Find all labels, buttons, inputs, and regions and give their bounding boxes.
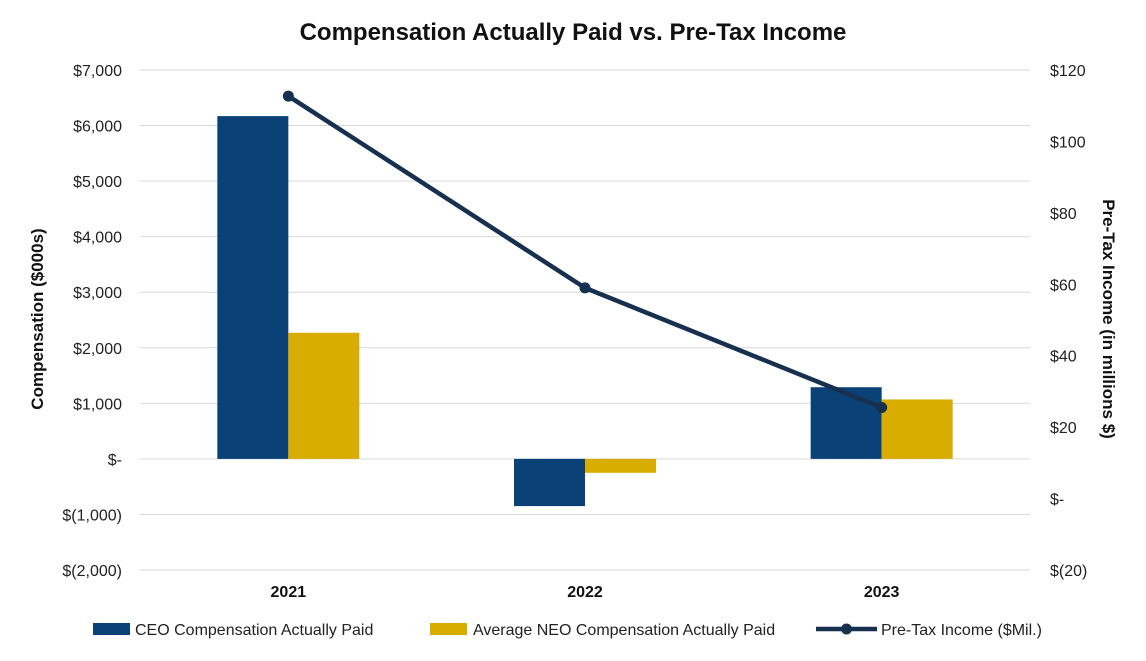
left-axis-ticks: $7,000 $6,000 $5,000 $4,000 $3,000 $2,000 $1,0…	[62, 63, 122, 580]
legend-label-pretax: Pre-Tax Income ($Mil.)	[881, 622, 1042, 639]
right-tick-label: $40	[1050, 349, 1077, 366]
left-tick-label: $4,000	[73, 230, 122, 247]
category-label: 2021	[271, 584, 307, 601]
right-tick-label: $80	[1050, 206, 1077, 223]
left-tick-label: $(2,000)	[62, 563, 122, 580]
right-axis-ticks: $120 $100 $80 $60 $40 $20 $- $(20)	[1050, 63, 1087, 580]
pretax-income-point	[876, 402, 888, 413]
left-tick-label: $2,000	[73, 341, 122, 358]
pretax-income-line	[287, 94, 883, 410]
left-tick-label: $5,000	[73, 174, 122, 191]
category-label: 2022	[567, 584, 603, 601]
right-tick-label: $100	[1050, 134, 1086, 151]
right-tick-label: $-	[1050, 492, 1064, 509]
right-tick-label: $60	[1050, 277, 1077, 294]
left-tick-label: $6,000	[73, 119, 122, 136]
line-series	[282, 90, 888, 413]
legend-swatch-pretax-marker	[841, 623, 852, 635]
bar-neo-compensation	[288, 332, 360, 459]
pretax-income-point	[579, 282, 591, 294]
legend-swatch-ceo	[93, 623, 130, 635]
left-axis-title: Compensation ($000s)	[28, 228, 47, 409]
right-tick-label: $20	[1050, 420, 1077, 437]
legend: CEO Compensation Actually Paid Average NE…	[93, 622, 1042, 639]
pretax-income-point	[282, 90, 294, 102]
bar-neo-compensation	[585, 458, 656, 473]
right-tick-label: $120	[1050, 63, 1086, 80]
left-tick-label: $7,000	[73, 63, 122, 80]
left-tick-label: $1,000	[73, 396, 122, 413]
legend-swatch-neo	[430, 623, 467, 635]
left-tick-label: $3,000	[73, 285, 122, 302]
left-tick-label: $(1,000)	[62, 507, 122, 524]
right-axis-title: Pre-Tax Income (in millions $)	[1099, 199, 1118, 439]
bar-neo-compensation	[881, 399, 953, 459]
left-tick-label: $-	[108, 452, 122, 469]
category-label: 2023	[864, 584, 900, 601]
legend-label-ceo: CEO Compensation Actually Paid	[135, 622, 373, 639]
right-tick-label: $(20)	[1050, 563, 1087, 580]
x-axis-labels: 2021 2022 2023	[271, 584, 900, 601]
chart-title: Compensation Actually Paid vs. Pre-Tax I…	[300, 19, 847, 46]
bars	[217, 116, 953, 507]
legend-label-neo: Average NEO Compensation Actually Paid	[473, 622, 775, 639]
bar-ceo-compensation	[217, 116, 289, 459]
bar-ceo-compensation	[514, 458, 585, 507]
bar-ceo-compensation	[810, 387, 882, 459]
